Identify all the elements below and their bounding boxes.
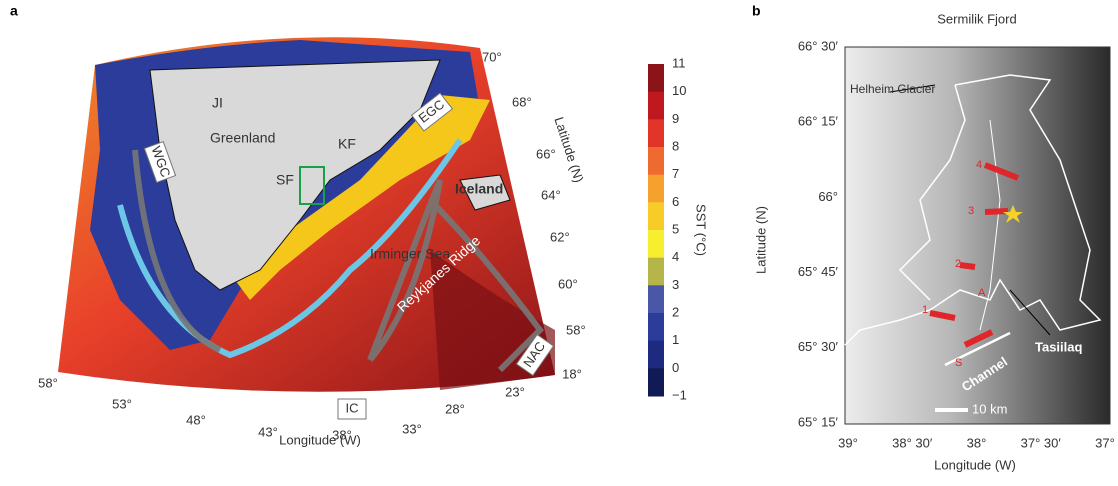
lon-tick-label: 33° bbox=[402, 421, 422, 436]
x-tick-label: 38° 30′ bbox=[892, 435, 933, 450]
colorbar-tick-label: 4 bbox=[672, 249, 679, 264]
station-label: 1 bbox=[922, 304, 928, 316]
colorbar-segment bbox=[648, 202, 664, 231]
lon-tick-label: 53° bbox=[112, 396, 132, 411]
y-tick-label: 66° 30′ bbox=[798, 38, 839, 53]
x-tick-label: 37° 30′ bbox=[1021, 435, 1062, 450]
colorbar-tick-label: 2 bbox=[672, 304, 679, 319]
colorbar-tick-label: 9 bbox=[672, 111, 679, 126]
map-label: Tasiilaq bbox=[1035, 339, 1083, 354]
map-label: Helheim Glacier bbox=[850, 82, 935, 96]
lat-tick-label: 64° bbox=[541, 187, 561, 202]
lat-tick-label: 68° bbox=[512, 94, 532, 109]
colorbar-label: SST (°C) bbox=[694, 204, 709, 256]
lat-tick-label: 66° bbox=[536, 146, 556, 161]
satellite-map bbox=[844, 46, 1111, 425]
colorbar-segment bbox=[648, 340, 664, 369]
x-tick-label: 37° bbox=[1095, 435, 1115, 450]
colorbar-tick-label: 11 bbox=[672, 55, 686, 70]
y-tick-label: 65° 15′ bbox=[798, 414, 839, 429]
colorbar-tick-label: 3 bbox=[672, 277, 679, 292]
colorbar-tick-label: 6 bbox=[672, 194, 679, 209]
label-box bbox=[410, 92, 454, 132]
lon-tick-label: 18° bbox=[562, 366, 582, 381]
colorbar-segment bbox=[648, 147, 664, 176]
lon-tick-label: 48° bbox=[186, 412, 206, 427]
station-label: 2 bbox=[955, 258, 961, 270]
x-tick-label: 39° bbox=[838, 435, 858, 450]
map-label: Greenland bbox=[210, 130, 275, 146]
lat-tick-label: 60° bbox=[558, 276, 578, 291]
panel-label: a bbox=[10, 3, 18, 19]
colorbar-segment bbox=[648, 230, 664, 259]
colorbar-segment bbox=[648, 91, 664, 120]
station-label: 4 bbox=[976, 159, 982, 171]
x-axis-label: Longitude (W) bbox=[934, 457, 1016, 472]
y-tick-label: 66° bbox=[818, 189, 838, 204]
y-tick-label: 65° 30′ bbox=[798, 339, 839, 354]
panel-title: Sermilik Fjord bbox=[937, 11, 1016, 26]
scale-label: 10 km bbox=[972, 401, 1007, 416]
lon-tick-label: 43° bbox=[258, 424, 278, 439]
map-label: KF bbox=[338, 136, 356, 152]
y-axis-label: Latitude (N) bbox=[551, 115, 586, 184]
colorbar-segment bbox=[648, 285, 664, 314]
colorbar-segment bbox=[648, 64, 664, 93]
colorbar-tick-label: 5 bbox=[672, 221, 679, 236]
station-label: 3 bbox=[968, 205, 974, 217]
colorbar-tick-label: −1 bbox=[672, 387, 687, 402]
lon-tick-label: 28° bbox=[445, 401, 465, 416]
station-label: S bbox=[955, 357, 962, 369]
label-box bbox=[143, 141, 177, 183]
colorbar-segment bbox=[648, 313, 664, 342]
lat-tick-label: 70° bbox=[482, 49, 502, 64]
map-label: Iceland bbox=[455, 181, 503, 197]
lon-tick-label: 38° bbox=[332, 427, 352, 442]
y-tick-label: 65° 45′ bbox=[798, 264, 839, 279]
colorbar-tick-label: 7 bbox=[672, 166, 679, 181]
lat-tick-label: 58° bbox=[566, 322, 586, 337]
colorbar-tick-label: 10 bbox=[672, 83, 686, 98]
panel-label: b bbox=[752, 3, 761, 19]
colorbar-tick-label: 0 bbox=[672, 360, 679, 375]
y-tick-label: 66° 15′ bbox=[798, 114, 839, 129]
lon-tick-label: 23° bbox=[505, 384, 525, 399]
y-axis-label: Latitude (N) bbox=[753, 206, 768, 274]
colorbar-tick-label: 8 bbox=[672, 138, 679, 153]
label-box bbox=[515, 333, 555, 377]
lon-tick-label: 58° bbox=[38, 375, 58, 390]
label-box bbox=[337, 398, 367, 420]
map-label: JI bbox=[212, 95, 223, 111]
x-axis-label: Longitude (W) bbox=[279, 432, 361, 447]
map-label: IC bbox=[346, 400, 359, 415]
colorbar-tick-label: 1 bbox=[672, 332, 679, 347]
mooring-label: A bbox=[978, 287, 986, 299]
map-label: Irminger Sea bbox=[370, 246, 450, 262]
x-tick-label: 38° bbox=[967, 435, 987, 450]
sst-map bbox=[58, 37, 555, 392]
colorbar-segment bbox=[648, 119, 664, 148]
colorbar-segment bbox=[648, 257, 664, 286]
colorbar-segment bbox=[648, 174, 664, 203]
map-label: SF bbox=[276, 172, 294, 188]
colorbar-segment bbox=[648, 368, 664, 397]
lat-tick-label: 62° bbox=[550, 229, 570, 244]
